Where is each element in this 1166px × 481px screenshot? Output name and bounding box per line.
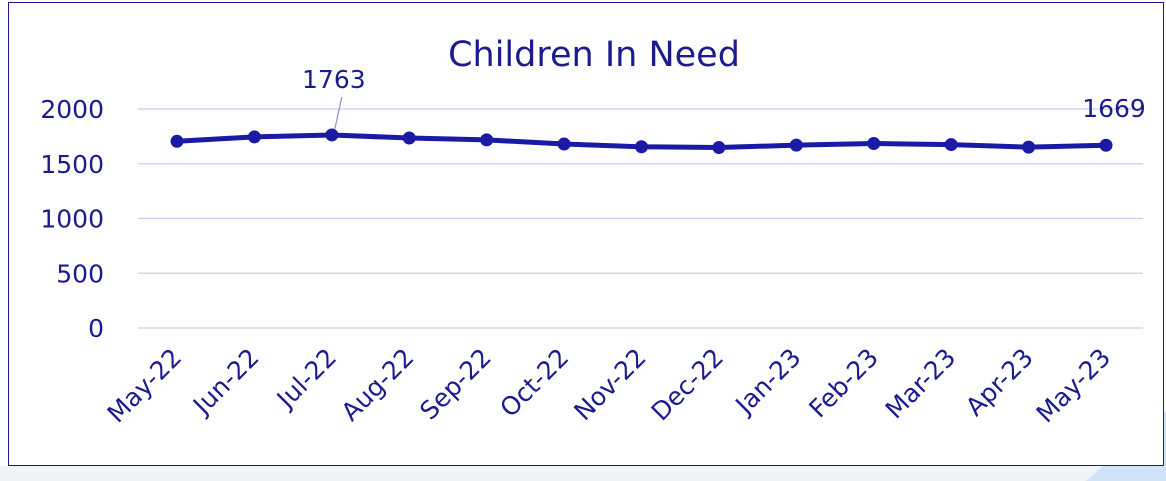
y-tick-label: 1500 [40,150,104,179]
page-background-band [0,466,1166,481]
y-tick-label: 2000 [40,95,104,124]
data-label: 1763 [302,65,366,94]
y-tick-label: 500 [56,259,104,288]
x-tick-label: Apr-23 [960,343,1039,422]
data-point [557,137,571,151]
y-axis-ticks: 0 500 1000 1500 2000 [40,95,104,343]
x-axis-ticks: May-22 Jun-22 Jul-22Aug-22Sep-22Oct-22Nov-… [102,343,1117,429]
data-point [170,134,184,148]
gridlines [138,108,1143,329]
data-point [789,138,803,152]
data-point [480,133,494,147]
x-tick-label: Nov-22 [568,343,651,426]
data-point [402,131,416,145]
x-tick-label: Aug-22 [336,343,420,427]
data-point [247,130,261,144]
x-tick-label: Dec-22 [646,343,730,427]
x-tick-label: Feb-23 [803,343,884,424]
chart-container: Children In Need 0 500 1000 1500 2000 May-22… [8,2,1164,466]
line-chart: Children In Need 0 500 1000 1500 2000 May-22… [40,35,1146,429]
x-tick-label: May-22 [102,343,188,429]
chart-title: Children In Need [448,35,740,75]
x-tick-label: Mar-23 [880,343,962,425]
x-tick-label: Oct-22 [494,343,574,423]
data-point [635,140,648,154]
data-label: 1669 [1082,94,1146,123]
series-layer [170,128,1113,155]
data-point [1099,138,1113,152]
data-point [712,141,726,155]
y-tick-label: 1000 [40,205,104,234]
data-point [944,138,958,152]
data-point [1022,140,1036,154]
x-tick-label: Sep-22 [414,343,497,426]
x-tick-label: Jul-22 [270,343,342,415]
x-tick-label: Jan-23 [729,343,807,421]
x-tick-label: Jun-22 [186,343,264,421]
data-point [325,128,339,142]
data-labels: 1763 1669 [302,65,1146,130]
y-tick-label: 0 [88,314,104,343]
data-label-leader [334,96,343,130]
data-point [867,136,881,150]
x-tick-label: May-23 [1031,343,1117,429]
